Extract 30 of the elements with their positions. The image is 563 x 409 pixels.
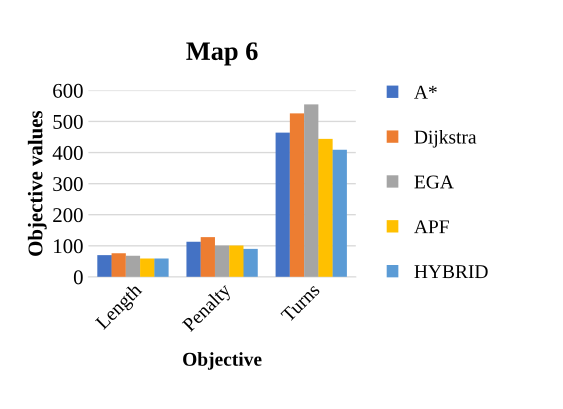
bar [112, 253, 126, 277]
legend-label: HYBRID [414, 265, 488, 278]
legend-label: EGA [414, 175, 454, 189]
x-axis-title: Objective [183, 352, 262, 370]
y-tick-label: 500 [53, 114, 83, 129]
bar [244, 248, 258, 277]
chart-title: Map 6 [186, 42, 258, 66]
legend-label: Dijkstra [414, 130, 476, 148]
bar [186, 242, 201, 277]
bar [318, 138, 333, 277]
y-tick-label: 100 [54, 239, 83, 254]
y-tick-label: 0 [74, 270, 83, 284]
bar [229, 246, 244, 277]
y-tick-label: 400 [52, 146, 83, 160]
legend-label: A* [414, 86, 437, 99]
bar [200, 237, 215, 277]
y-axis-title: Objective values [28, 110, 47, 256]
bar [290, 113, 304, 277]
y-tick-label: 600 [53, 84, 83, 98]
bar [140, 258, 154, 277]
bar [332, 150, 347, 277]
bar [154, 258, 169, 277]
y-tick-label: 200 [53, 208, 83, 222]
bar [304, 104, 318, 277]
bar [214, 246, 230, 277]
legend-label: APF [414, 220, 449, 234]
bar [126, 256, 140, 277]
bar [276, 132, 290, 277]
bar [97, 255, 112, 277]
y-tick-label: 300 [53, 177, 83, 192]
